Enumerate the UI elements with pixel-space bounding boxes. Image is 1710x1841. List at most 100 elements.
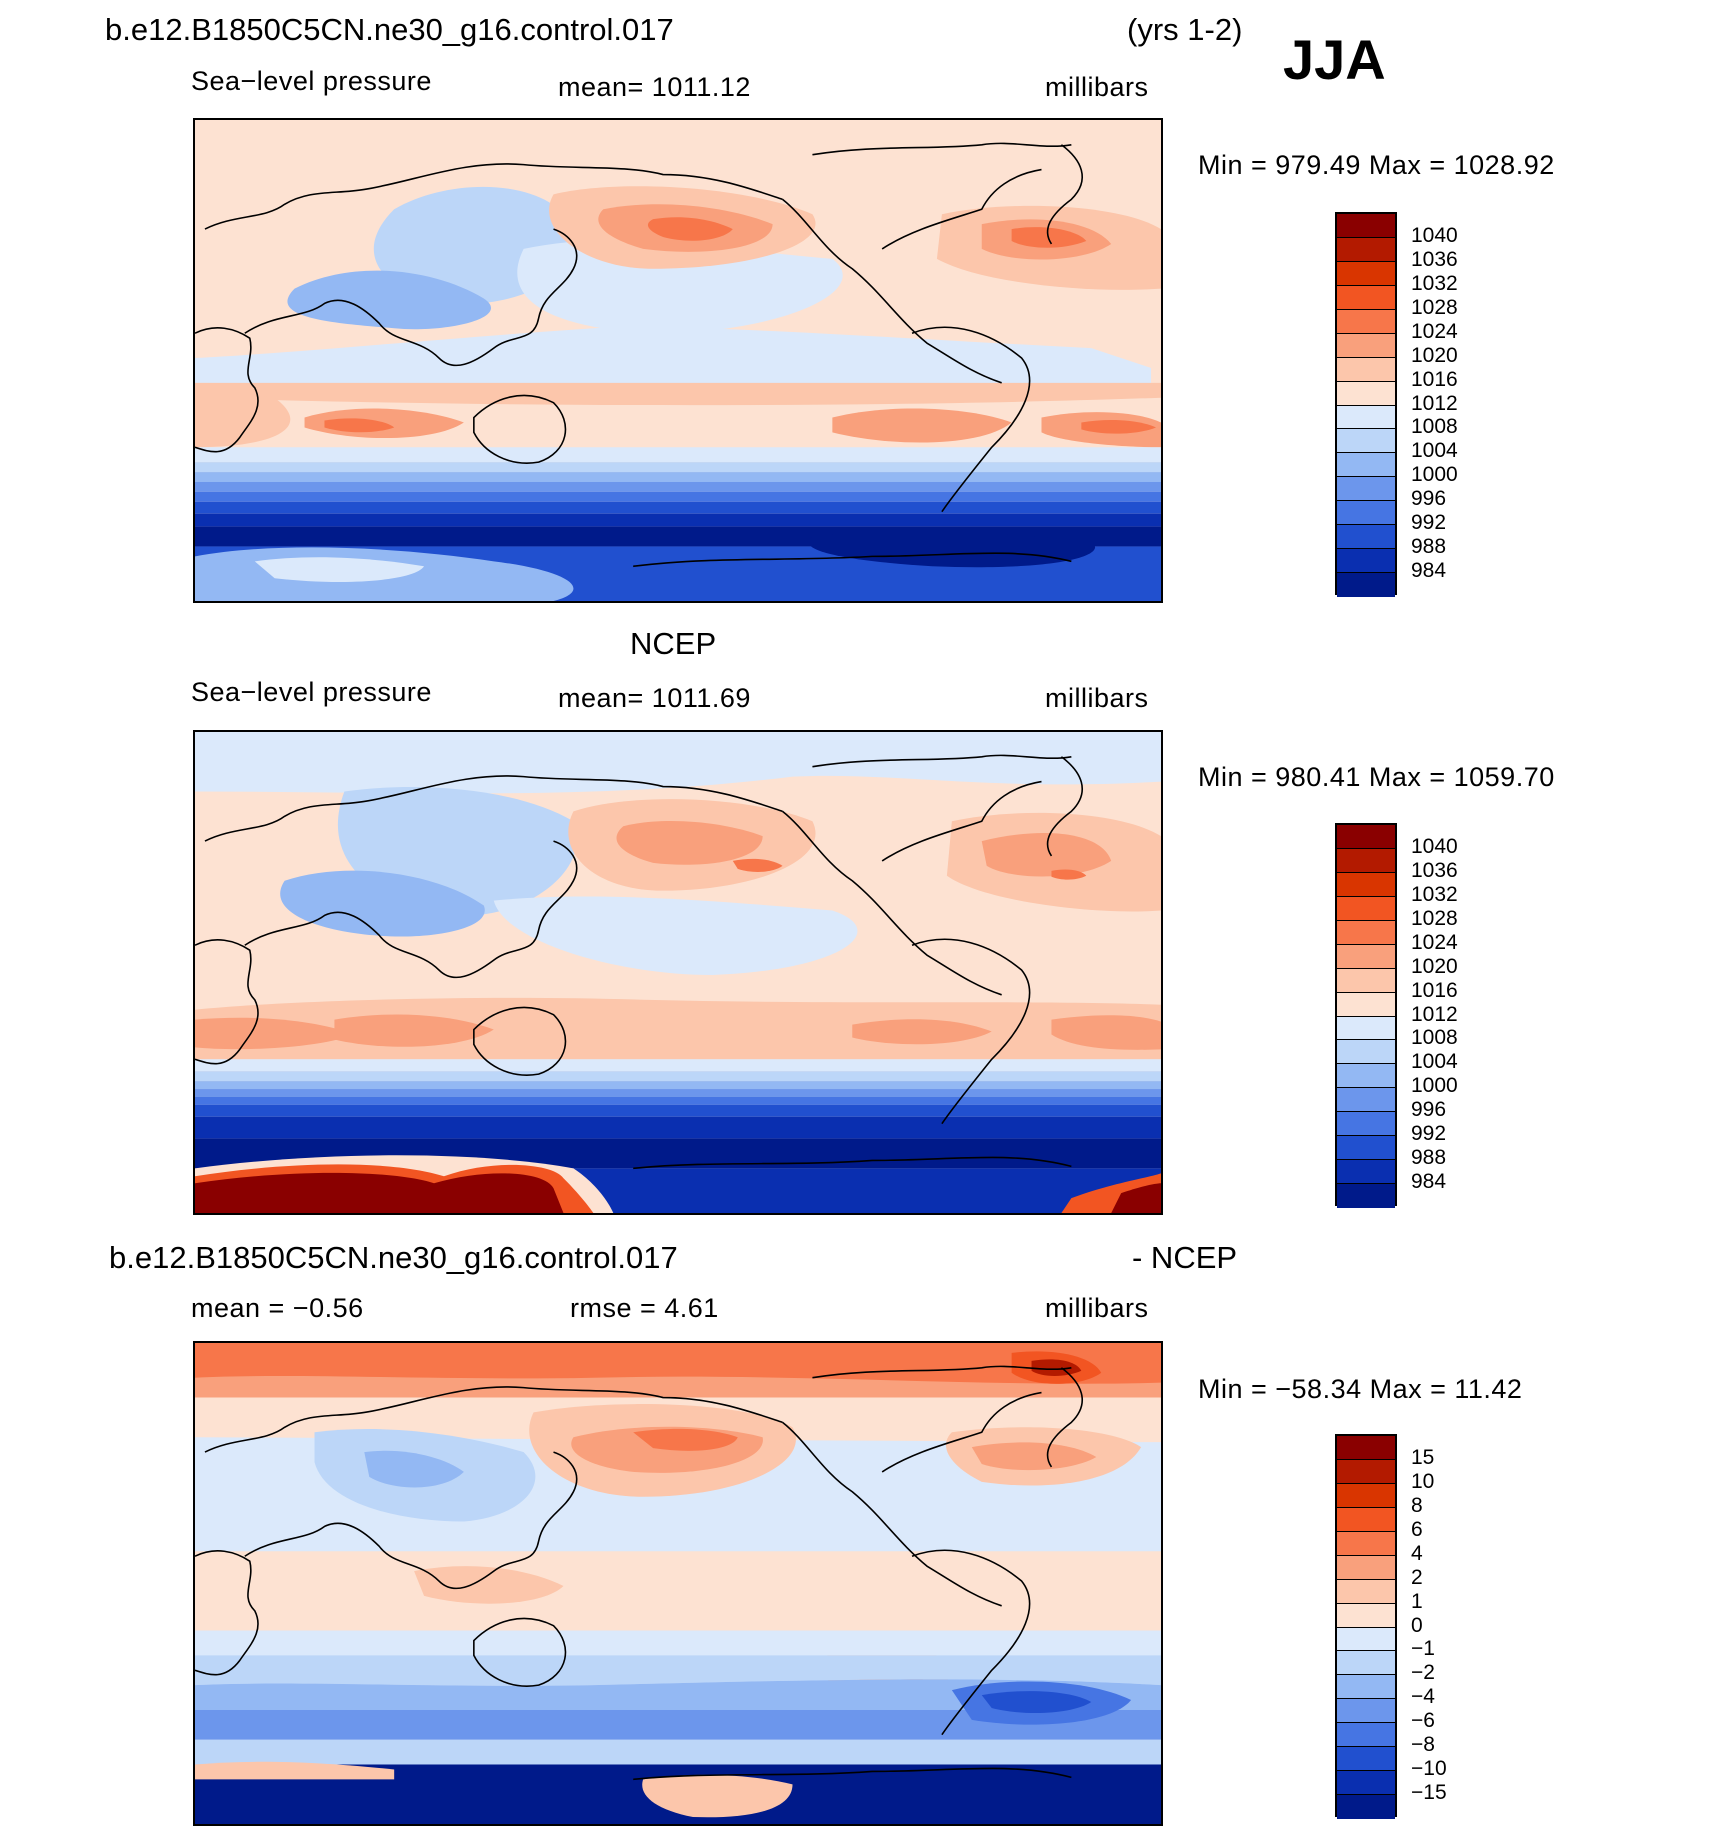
colorbar-swatch: [1337, 848, 1395, 873]
panel1-mean: mean= 1011.12: [558, 72, 751, 102]
colorbar-level-label: 1040: [1411, 834, 1458, 858]
colorbar-level-label: 996: [1411, 487, 1447, 511]
case-title: b.e12.B1850C5CN.ne30_g16.control.017: [105, 12, 674, 47]
colorbar-swatch: [1337, 1136, 1395, 1161]
panel1-map-svg: [195, 120, 1161, 601]
colorbar-level-label: 1004: [1411, 1050, 1458, 1074]
panel1-contour-fill: [195, 120, 1161, 601]
colorbar-swatch: [1337, 549, 1395, 574]
colorbar-swatch: [1337, 1507, 1395, 1532]
colorbar-level-label: 0: [1411, 1613, 1423, 1637]
panel3-units: millibars: [1045, 1293, 1149, 1323]
colorbar-swatch: [1337, 1627, 1395, 1652]
colorbar-swatch: [1337, 1459, 1395, 1484]
panel3-contour-fill: [195, 1343, 1161, 1824]
colorbar-swatch: [1337, 261, 1395, 286]
colorbar-level-label: 1008: [1411, 1026, 1458, 1050]
panel2-title: NCEP: [630, 626, 717, 661]
colorbar-level-label: 1020: [1411, 954, 1458, 978]
colorbar-level-label: −15: [1411, 1781, 1447, 1805]
colorbar-level-label: 1008: [1411, 415, 1458, 439]
colorbar-level-label: 988: [1411, 1146, 1447, 1170]
panel3-coastlines: [195, 1365, 1083, 1781]
panel1-minmax: Min = 979.49 Max = 1028.92: [1198, 150, 1555, 180]
panel2-minmax: Min = 980.41 Max = 1059.70: [1198, 762, 1555, 792]
colorbar-swatch: [1337, 1016, 1395, 1041]
panel3-minmax: Min = −58.34 Max = 11.42: [1198, 1374, 1523, 1404]
colorbar-swatch: [1337, 872, 1395, 897]
colorbar-level-label: 1040: [1411, 223, 1458, 247]
colorbar-swatch: [1337, 1184, 1395, 1208]
colorbar-level-label: 1012: [1411, 391, 1458, 415]
colorbar-swatch: [1337, 896, 1395, 921]
colorbar-swatch: [1337, 525, 1395, 550]
colorbar-level-label: 1016: [1411, 367, 1458, 391]
colorbar-swatch: [1337, 1723, 1395, 1748]
colorbar-swatch: [1337, 429, 1395, 454]
colorbar-level-label: −10: [1411, 1757, 1447, 1781]
panel1-map: [193, 118, 1163, 603]
colorbar-level-label: 1036: [1411, 858, 1458, 882]
panel3-rmse: rmse = 4.61: [570, 1293, 719, 1323]
colorbar-swatch: [1337, 285, 1395, 310]
colorbar-level-label: −4: [1411, 1685, 1435, 1709]
colorbar-level-label: −2: [1411, 1661, 1435, 1685]
colorbar-level-label: 1: [1411, 1589, 1423, 1613]
colorbar-level-label: 1028: [1411, 295, 1458, 319]
panel2-coastlines: [195, 754, 1083, 1170]
colorbar-level-label: 2: [1411, 1565, 1423, 1589]
years-label: (yrs 1-2): [1127, 12, 1243, 47]
panel1-colorbar: [1335, 212, 1397, 597]
colorbar-swatch: [1337, 1771, 1395, 1796]
colorbar-level-label: 1016: [1411, 978, 1458, 1002]
colorbar-swatch: [1337, 1675, 1395, 1700]
panel1-variable: Sea−level pressure: [191, 66, 432, 96]
colorbar-level-label: 992: [1411, 1122, 1447, 1146]
colorbar-level-label: 10: [1411, 1469, 1435, 1493]
colorbar-swatch: [1337, 573, 1395, 597]
panel3-colorbar: [1335, 1434, 1397, 1819]
colorbar-swatch: [1337, 920, 1395, 945]
colorbar-swatch: [1337, 237, 1395, 262]
colorbar-swatch: [1337, 214, 1395, 238]
colorbar-swatch: [1337, 968, 1395, 993]
colorbar-swatch: [1337, 501, 1395, 526]
colorbar-level-label: 1036: [1411, 247, 1458, 271]
colorbar-level-label: 1000: [1411, 1074, 1458, 1098]
colorbar-swatch: [1337, 1579, 1395, 1604]
colorbar-level-label: 1004: [1411, 439, 1458, 463]
panel2-mean: mean= 1011.69: [558, 683, 751, 713]
panel3-mean: mean = −0.56: [191, 1293, 364, 1323]
colorbar-swatch: [1337, 825, 1395, 849]
colorbar-swatch: [1337, 1531, 1395, 1556]
panel3-title-right: - NCEP: [1132, 1240, 1238, 1275]
colorbar-swatch: [1337, 1436, 1395, 1460]
colorbar-level-label: 1000: [1411, 463, 1458, 487]
panel3-title-left: b.e12.B1850C5CN.ne30_g16.control.017: [109, 1240, 678, 1275]
colorbar-swatch: [1337, 1603, 1395, 1628]
colorbar-swatch: [1337, 381, 1395, 406]
colorbar-level-label: −8: [1411, 1733, 1435, 1757]
panel1-units: millibars: [1045, 72, 1149, 102]
colorbar-swatch: [1337, 1555, 1395, 1580]
colorbar-level-label: 1028: [1411, 906, 1458, 930]
panel3-map: [193, 1341, 1163, 1826]
season-label: JJA: [1283, 28, 1386, 91]
colorbar-swatch: [1337, 992, 1395, 1017]
colorbar-level-label: 984: [1411, 1170, 1447, 1194]
panel1-coastlines: [195, 142, 1083, 568]
panel2-map: [193, 730, 1163, 1215]
panel2-units: millibars: [1045, 683, 1149, 713]
colorbar-level-label: 992: [1411, 511, 1447, 535]
colorbar-swatch: [1337, 944, 1395, 969]
colorbar-swatch: [1337, 1651, 1395, 1676]
colorbar-swatch: [1337, 1699, 1395, 1724]
colorbar-swatch: [1337, 1747, 1395, 1772]
colorbar-level-label: 4: [1411, 1541, 1423, 1565]
colorbar-swatch: [1337, 1088, 1395, 1113]
colorbar-swatch: [1337, 1483, 1395, 1508]
panel2-colorbar: [1335, 823, 1397, 1208]
panel2-variable: Sea−level pressure: [191, 677, 432, 707]
colorbar-level-label: 988: [1411, 535, 1447, 559]
colorbar-swatch: [1337, 357, 1395, 382]
